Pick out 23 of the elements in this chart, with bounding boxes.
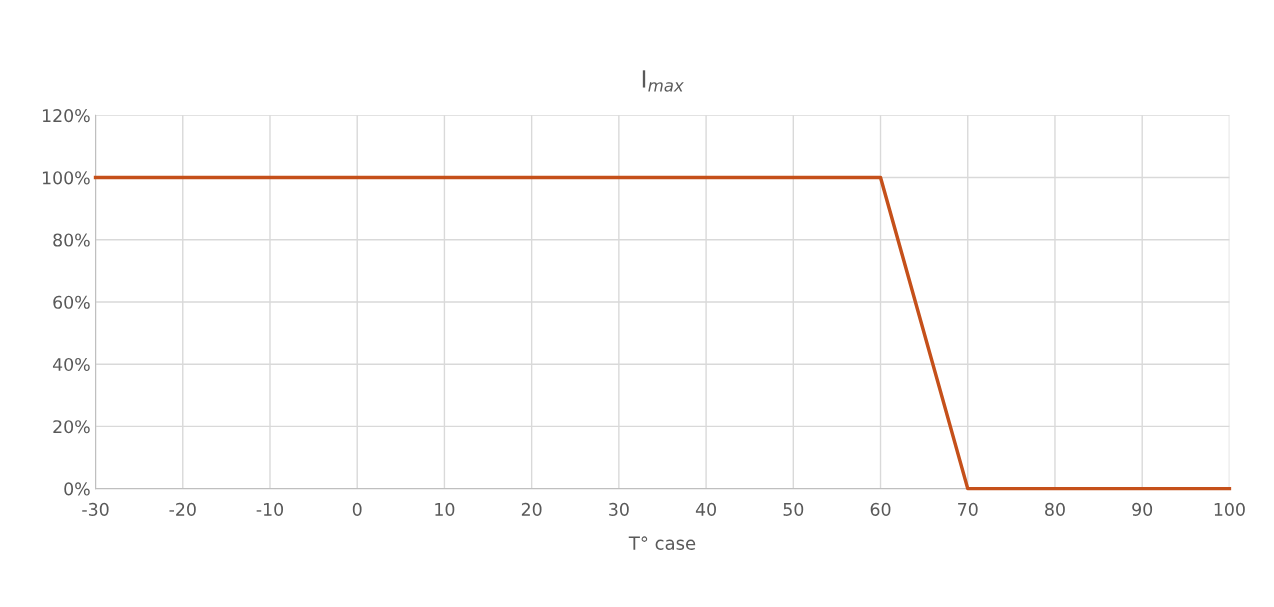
y-tick-label: 20% [53, 420, 90, 434]
x-tick-label: 40 [695, 502, 716, 516]
y-tick-label: 40% [52, 357, 90, 372]
x-tick-label: 100 [1214, 502, 1245, 516]
x-tick-label: -10 [256, 502, 284, 516]
x-tick-label: 90 [1132, 502, 1153, 516]
x-axis-title: T° case [628, 536, 696, 550]
x-tick-label: 50 [783, 502, 804, 516]
y-tick-label: 0% [64, 482, 90, 496]
x-tick-label: -20 [169, 502, 196, 516]
x-tick-label: 60 [870, 502, 891, 516]
x-tick-label: 20 [521, 502, 542, 516]
y-tick-label: 80% [53, 233, 90, 247]
x-tick-label: -30 [82, 502, 109, 516]
y-tick-label: 60% [53, 295, 90, 309]
x-tick-label: 30 [609, 502, 629, 516]
y-tick-label: 120% [42, 109, 90, 123]
y-tick-label: 100% [42, 171, 90, 185]
x-tick-label: 10 [435, 502, 455, 516]
x-tick-label: 0 [352, 502, 362, 516]
x-tick-label: 80 [1045, 502, 1065, 516]
x-tick-label: 70 [958, 502, 978, 516]
chart-title: I$_{max}$ [642, 70, 684, 92]
